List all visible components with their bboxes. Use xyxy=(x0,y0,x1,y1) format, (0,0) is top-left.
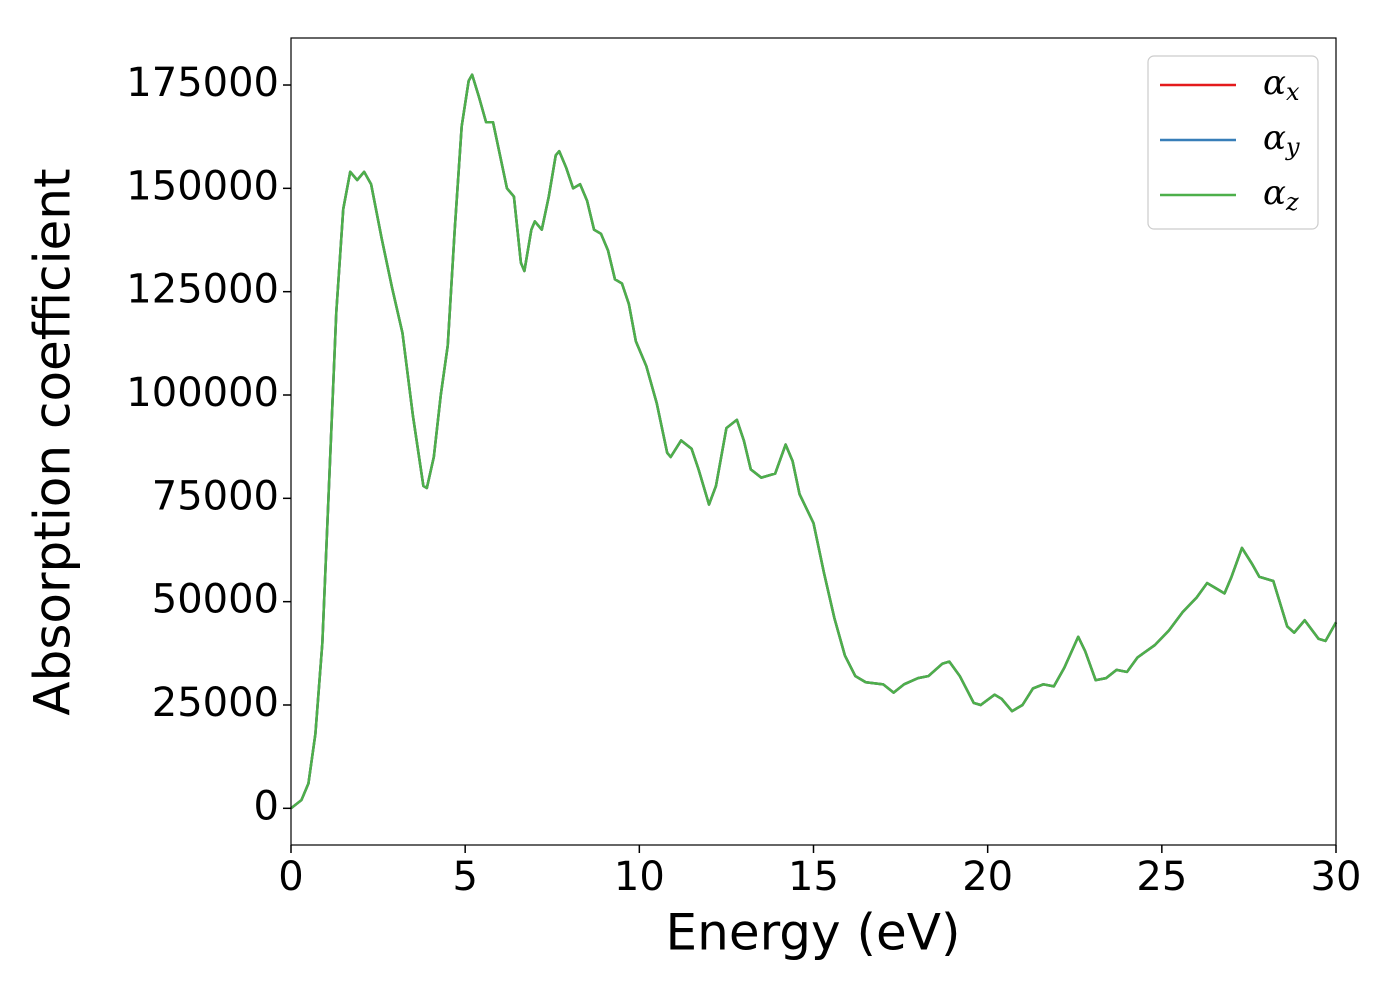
y-tick-label: 0 xyxy=(254,783,279,829)
x-tick-label: 30 xyxy=(1311,854,1362,900)
data-line xyxy=(290,73,1338,810)
x-tick-label: 20 xyxy=(962,854,1013,900)
x-tick-label: 10 xyxy=(614,854,665,900)
x-tick-label: 15 xyxy=(788,854,839,900)
x-tick-label: 5 xyxy=(452,854,477,900)
y-tick-label: 125000 xyxy=(126,267,279,313)
x-tick-label: 0 xyxy=(278,854,303,900)
y-axis-label: Absorption coefficient xyxy=(24,168,82,715)
x-axis-label: Energy (eV) xyxy=(666,904,961,962)
y-tick-label: 175000 xyxy=(126,60,279,106)
y-tick-label: 25000 xyxy=(152,680,279,726)
legend-label: αy xyxy=(1263,118,1300,161)
legend-label: αz xyxy=(1263,173,1299,216)
x-tick-label: 25 xyxy=(1136,854,1187,900)
y-tick-label: 50000 xyxy=(152,577,279,623)
y-tick-label: 150000 xyxy=(126,163,279,209)
legend-label: αx xyxy=(1263,63,1300,106)
legend: αx αy αz xyxy=(1147,55,1319,230)
y-tick-label: 100000 xyxy=(126,370,279,416)
plot-frame xyxy=(290,37,1337,846)
legend-box xyxy=(1147,55,1319,230)
y-tick-label: 75000 xyxy=(152,473,279,519)
